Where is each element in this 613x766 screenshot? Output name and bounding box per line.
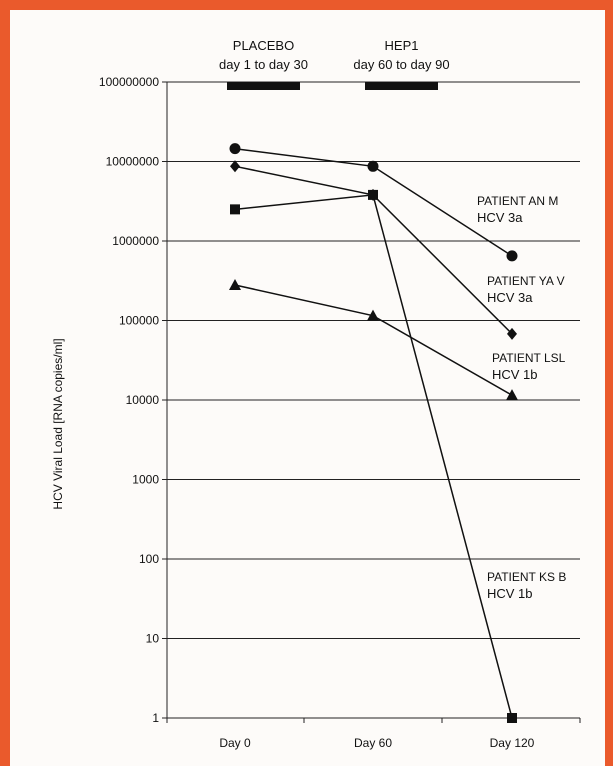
series-lines xyxy=(234,147,513,719)
x-tick-label-1: Day 60 xyxy=(354,736,392,750)
treatment-name-1: HEP1 xyxy=(385,38,419,53)
y-tick-label-8: 1 xyxy=(152,711,159,725)
x-tick-label-2: Day 120 xyxy=(490,736,535,750)
series-2-point-2 xyxy=(507,713,517,723)
treatment-name-0: PLACEBO xyxy=(233,38,294,53)
series-0-point-1 xyxy=(367,160,379,172)
series-name-label-1: PATIENT YA V xyxy=(487,274,565,288)
treatment-bar-0 xyxy=(227,82,300,90)
y-tick-label-1: 10000000 xyxy=(106,155,160,169)
series-genotype-label-0: HCV 3a xyxy=(477,210,523,225)
series-genotype-label-2: HCV 1b xyxy=(487,586,533,601)
y-tick-label-0: 100000000 xyxy=(99,75,159,89)
series-name-label-2: PATIENT KS B xyxy=(487,570,566,584)
series-name-label-3: PATIENT LSL xyxy=(492,351,566,365)
y-tick-label-4: 10000 xyxy=(126,393,160,407)
y-axis-label: HCV Viral Load [RNA copies/ml] xyxy=(51,338,65,509)
series-labels: PATIENT AN M HCV 3a PATIENT YA V HCV 3a PATI… xyxy=(477,194,566,601)
series-2-point-0 xyxy=(230,204,240,215)
treatment-period-1: day 60 to day 90 xyxy=(353,57,449,72)
series-1-point-0 xyxy=(230,160,240,173)
x-tick-labels: Day 0 Day 60 Day 120 xyxy=(219,736,534,750)
y-tick-label-3: 100000 xyxy=(119,314,159,328)
series-genotype-label-3: HCV 1b xyxy=(492,367,538,382)
x-tick-label-0: Day 0 xyxy=(219,736,251,750)
series-0-point-0 xyxy=(229,143,241,155)
series-0-point-2 xyxy=(506,250,518,262)
y-tick-label-6: 100 xyxy=(139,552,159,566)
series-line-3 xyxy=(234,284,513,396)
series-1-point-2 xyxy=(507,327,517,340)
series-name-label-0: PATIENT AN M xyxy=(477,194,558,208)
treatment-bar-1 xyxy=(365,82,438,90)
y-tick-label-7: 10 xyxy=(146,632,160,646)
series-genotype-label-1: HCV 3a xyxy=(487,290,533,305)
series-2-point-1 xyxy=(368,189,378,200)
series-3-point-2 xyxy=(506,389,518,401)
series-3-point-1 xyxy=(367,309,379,321)
y-tick-label-5: 1000 xyxy=(132,473,159,487)
y-tick-labels: 100000000 10000000 1000000 100000 10000 1000 1… xyxy=(99,75,159,725)
axes xyxy=(162,81,581,723)
series-3-point-0 xyxy=(229,278,241,290)
treatment-bars: PLACEBO day 1 to day 30 HEP1 day 60 to day … xyxy=(219,38,450,90)
treatment-period-0: day 1 to day 30 xyxy=(219,57,308,72)
y-tick-label-2: 1000000 xyxy=(112,234,159,248)
series-markers xyxy=(229,143,518,723)
series-line-2 xyxy=(234,194,513,719)
